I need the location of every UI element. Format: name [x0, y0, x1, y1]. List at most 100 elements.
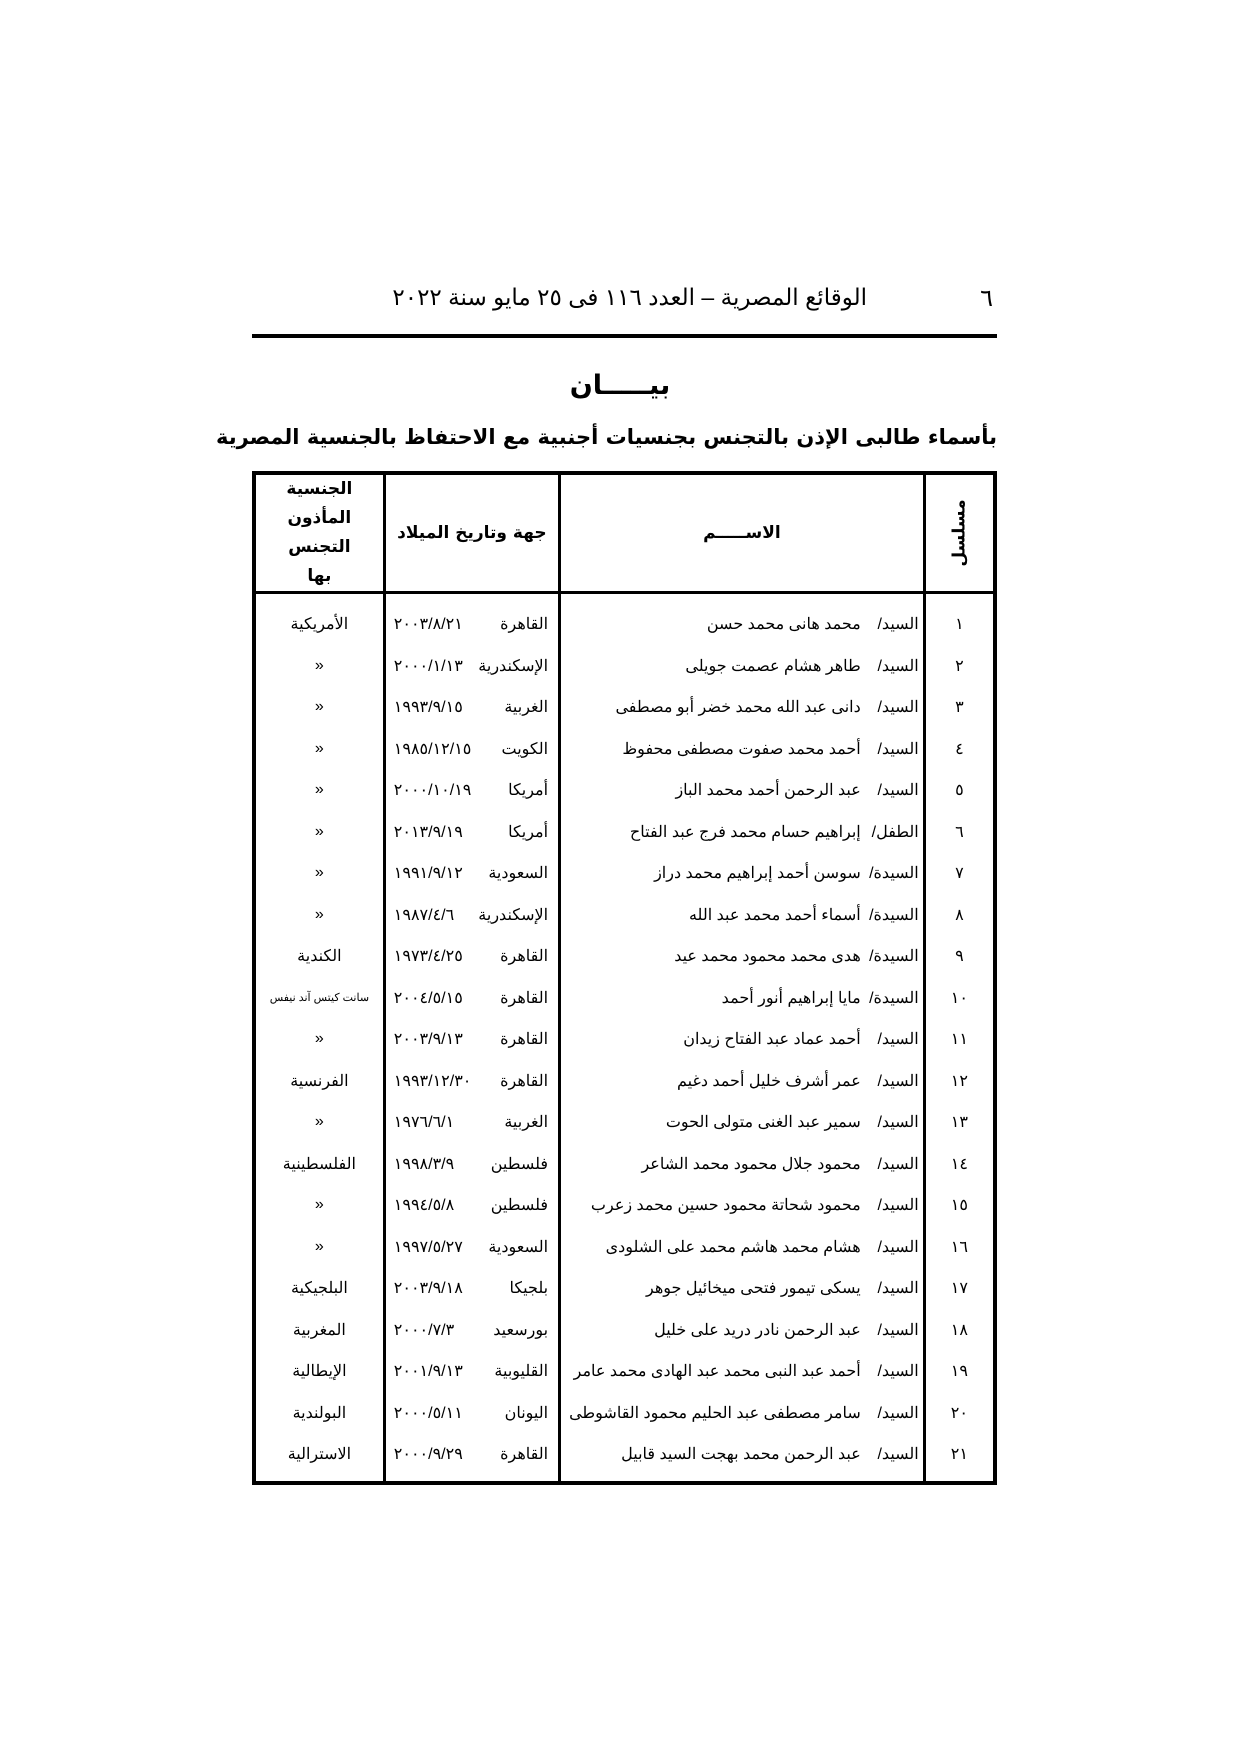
table-row: ٣ السيد/دانى عبد الله محمد خضر أبو مصطفى ا… [252, 686, 995, 729]
birth-place: فلسطين [490, 1155, 549, 1173]
nationality-cell: « [252, 1018, 385, 1061]
honorific: السيد/ [877, 699, 919, 717]
table-row: ٢ السيد/طاهر هشام عصمت جويلى الإسكندرية ٢٠٠… [252, 645, 995, 687]
nationality-cell: « [252, 728, 385, 770]
serial-cell: ٢ [922, 645, 995, 687]
serial-cell: ٦ [922, 811, 995, 853]
nationality-cell: « [252, 645, 385, 687]
nationality-cell: « [252, 686, 385, 729]
birth-place: القاهرة [500, 989, 549, 1007]
birth-date: ٢٠٠٠/٧/٣ [393, 1321, 455, 1339]
person-name: سمير عبد الغنى متولى الحوت [665, 1114, 861, 1132]
table-row: ١٨ السيد/عبد الرحمن نادر دريد على خليل بور… [252, 1309, 995, 1351]
name-cell: السيد/سمير عبد الغنى متولى الحوت [558, 1101, 925, 1144]
birth-cell: القاهرة ٢٠٠٣/٩/١٣ [382, 1018, 560, 1061]
birth-place: الغربية [504, 1114, 549, 1132]
person-name: سوسن أحمد إبراهيم محمد دراز [654, 865, 861, 883]
birth-place: القليوبية [494, 1363, 549, 1381]
birth-place: أمريكا [508, 782, 549, 800]
honorific: السيدة/ [869, 865, 919, 883]
table-row: ١٧ السيد/يسكى تيمور فتحى ميخائيل جوهر بلجي… [252, 1267, 995, 1310]
table-row: ١٣ السيد/سمير عبد الغنى متولى الحوت الغربي… [252, 1101, 995, 1144]
honorific: الطفل/ [871, 823, 919, 841]
name-cell: السيد/محمد هانى محمد حسن [558, 592, 925, 646]
birth-cell: أمريكا ٢٠٠٠/١٠/١٩ [382, 769, 560, 812]
birth-cell: الغربية ١٩٧٦/٦/١ [382, 1101, 560, 1144]
person-name: مايا إبراهيم أنور أحمد [721, 989, 861, 1007]
name-cell: الطفل/إبراهيم حسام محمد فرج عبد الفتاح [558, 811, 925, 853]
birth-date: ١٩٧٣/٤/٢٥ [393, 948, 463, 966]
serial-cell: ٨ [922, 894, 995, 936]
birth-date: ١٩٩٧/٥/٢٧ [393, 1238, 463, 1256]
birth-place: القاهرة [500, 948, 549, 966]
birth-date: ١٩٨٥/١٢/١٥ [393, 740, 472, 758]
serial-cell: ١٦ [922, 1226, 995, 1268]
birth-date: ٢٠٠٣/٩/١٣ [393, 1031, 463, 1049]
nationality-cell: البلجيكية [252, 1267, 385, 1310]
honorific: السيد/ [877, 1321, 919, 1339]
birth-date: ٢٠٠٠/١/١٣ [393, 657, 463, 675]
birth-place: القاهرة [500, 1446, 549, 1464]
table-row: ٧ السيدة/سوسن أحمد إبراهيم محمد دراز السعو… [252, 852, 995, 895]
serial-cell: ١ [922, 592, 995, 646]
person-name: هدى محمد محمود محمد عيد [674, 948, 861, 966]
birth-date: ٢٠٠٠/٥/١١ [393, 1404, 463, 1422]
birth-place: أمريكا [508, 823, 549, 841]
nationality-cell: الأمريكية [252, 592, 385, 646]
birth-date: ١٩٨٧/٤/٦ [393, 906, 455, 924]
person-name: أحمد عبد النبى محمد عبد الهادى محمد عامر [573, 1363, 861, 1381]
name-cell: السيد/محمود شحاتة محمود حسين محمد زعرب [558, 1184, 925, 1227]
birth-date: ٢٠٠٤/٥/١٥ [393, 989, 463, 1007]
birth-date: ٢٠١٣/٩/١٩ [393, 823, 463, 841]
serial-cell: ١٥ [922, 1184, 995, 1227]
serial-cell: ١٠ [922, 977, 995, 1019]
honorific: السيد/ [877, 1363, 919, 1381]
person-name: عبد الرحمن أحمد محمد الباز [675, 782, 861, 800]
person-name: عمر أشرف خليل أحمد دغيم [676, 1072, 861, 1090]
birth-cell: اليونان ٢٠٠٠/٥/١١ [382, 1392, 560, 1434]
birth-date: ١٩٩١/٩/١٢ [393, 865, 463, 883]
birth-date: ٢٠٠٣/٩/١٨ [393, 1280, 463, 1298]
header-name: الاســـــم [558, 473, 925, 594]
table-row: ١٥ السيد/محمود شحاتة محمود حسين محمد زعرب… [252, 1184, 995, 1227]
table-row: ١٩ السيد/أحمد عبد النبى محمد عبد الهادى م… [252, 1350, 995, 1393]
person-name: عبد الرحمن نادر دريد على خليل [654, 1321, 861, 1339]
nationality-cell: الاسترالية [252, 1433, 385, 1484]
name-cell: السيد/أحمد عماد عبد الفتاح زيدان [558, 1018, 925, 1061]
honorific: السيد/ [877, 740, 919, 758]
header-rule [252, 334, 997, 338]
birth-date: ٢٠٠٠/١٠/١٩ [393, 782, 472, 800]
table-row: ١٤ السيد/محمود جلال محمود محمد الشاعر فلسط… [252, 1143, 995, 1185]
nationality-cell: « [252, 769, 385, 812]
serial-cell: ٤ [922, 728, 995, 770]
nationality-cell: الفلسطينية [252, 1143, 385, 1185]
person-name: يسكى تيمور فتحى ميخائيل جوهر [645, 1280, 861, 1298]
birth-cell: القليوبية ٢٠٠١/٩/١٣ [382, 1350, 560, 1393]
name-cell: السيد/طاهر هشام عصمت جويلى [558, 645, 925, 687]
birth-date: ١٩٩٣/١٢/٣٠ [393, 1072, 472, 1090]
person-name: أحمد محمد صفوت مصطفى محفوظ [622, 740, 861, 758]
nationality-cell: « [252, 894, 385, 936]
person-name: طاهر هشام عصمت جويلى [685, 657, 861, 675]
header-nationality: الجنسية المأذون التجنس بها [252, 473, 385, 594]
person-name: دانى عبد الله محمد خضر أبو مصطفى [615, 699, 861, 717]
birth-date: ١٩٧٦/٦/١ [393, 1114, 455, 1132]
name-cell: السيد/محمود جلال محمود محمد الشاعر [558, 1143, 925, 1185]
birth-place: الإسكندرية [478, 657, 549, 675]
person-name: محمد هانى محمد حسن [706, 616, 861, 634]
table-row: ٤ السيد/أحمد محمد صفوت مصطفى محفوظ الكويت ١… [252, 728, 995, 770]
birth-date: ٢٠٠١/٩/١٣ [393, 1363, 463, 1381]
birth-cell: القاهرة ٢٠٠٤/٥/١٥ [382, 977, 560, 1019]
serial-cell: ١٩ [922, 1350, 995, 1393]
document-title: بيـــــان [569, 370, 671, 401]
person-name: سامر مصطفى عبد الحليم محمود القاشوطى [569, 1404, 861, 1422]
table-header-row: مسلسل الاســـــم جهة وتاريخ الميلاد الجن… [252, 473, 995, 594]
birth-cell: فلسطين ١٩٩٤/٥/٨ [382, 1184, 560, 1227]
birth-place: الكويت [501, 740, 549, 758]
nationality-cell: « [252, 811, 385, 853]
page-number: ٦ [980, 284, 993, 312]
serial-cell: ٧ [922, 852, 995, 895]
birth-cell: الكويت ١٩٨٥/١٢/١٥ [382, 728, 560, 770]
birth-cell: السعودية ١٩٩١/٩/١٢ [382, 852, 560, 895]
birth-date: ٢٠٠٠/٩/٢٩ [393, 1446, 463, 1464]
